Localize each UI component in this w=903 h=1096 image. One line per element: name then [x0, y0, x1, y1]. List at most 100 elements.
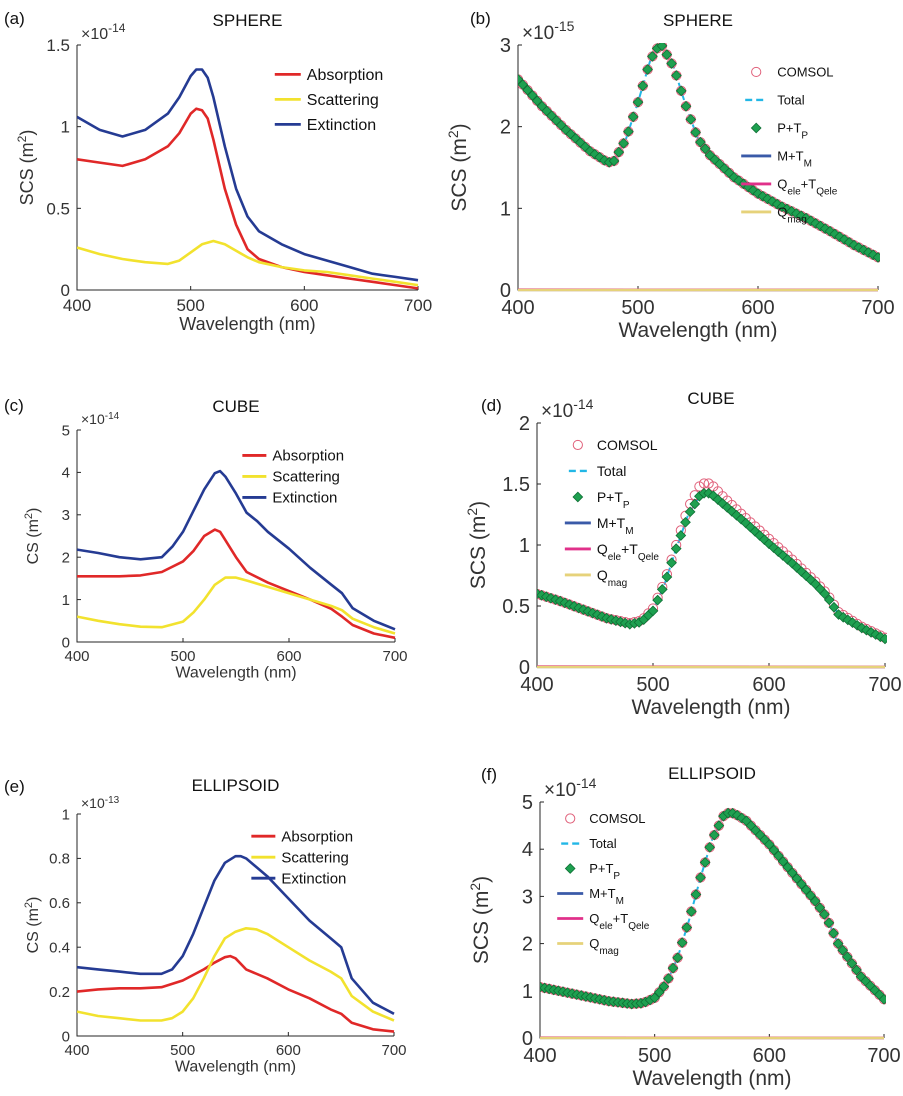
x-tick-label: 400 — [64, 648, 89, 665]
legend-swatch — [572, 491, 584, 503]
series-marker-p_tp — [879, 633, 887, 645]
series-marker-p_tp — [658, 981, 670, 992]
series-marker-p_tp — [823, 594, 835, 606]
panel-label: (e) — [4, 777, 25, 796]
y-tick-label: 0.6 — [49, 895, 70, 912]
series-marker-p_tp — [623, 126, 634, 137]
series-marker-p_tp — [834, 231, 845, 243]
series-marker-p_tp — [618, 137, 629, 149]
series-marker-p_tp — [666, 557, 677, 569]
series-line-absorption — [77, 528, 396, 640]
legend-item: P+TP — [564, 861, 620, 882]
legend-label: Scattering — [272, 469, 340, 486]
series-marker-p_tp — [846, 958, 858, 969]
legend-label: Absorption — [281, 828, 353, 845]
y-tick-label: 0.5 — [502, 596, 530, 618]
legend-label: Absorption — [307, 67, 384, 84]
series-line-extinction — [77, 469, 396, 631]
x-tick-label: 600 — [290, 296, 318, 315]
x-axis-label: Wavelength (nm) — [175, 664, 296, 681]
series-marker-p_tp — [518, 73, 524, 85]
axis-multiplier: ×10-13 — [81, 795, 120, 812]
legend-label: Extinction — [307, 117, 376, 134]
x-tick-label: 700 — [381, 1042, 406, 1059]
legend-item: P+TP — [572, 489, 630, 510]
series-marker-p_tp — [670, 543, 682, 555]
series-marker-p_tp — [777, 856, 789, 867]
axes — [536, 423, 885, 668]
legend-label: P+TP — [589, 861, 620, 882]
x-tick-label: 500 — [170, 648, 195, 665]
series-marker-p_tp — [680, 100, 692, 112]
series-marker-p_tp — [699, 143, 711, 155]
plot-area — [77, 854, 395, 1033]
series-marker-p_tp — [647, 605, 659, 617]
series-marker-p_tp — [685, 906, 697, 917]
legend-item: Qele+TQele — [564, 541, 660, 563]
series-marker-p_tp — [649, 992, 661, 1004]
y-axis-label: SCS (m2) — [464, 501, 490, 589]
y-tick-label: 1 — [61, 118, 70, 137]
axis-multiplier: ×10-14 — [541, 396, 594, 422]
series-marker-p_tp — [667, 962, 679, 974]
series-marker-p_tp — [637, 80, 649, 92]
series-marker-p_tp — [584, 145, 596, 157]
series-marker-p_tp — [782, 861, 794, 873]
series-marker-p_tp — [841, 951, 853, 963]
y-tick-label: 0.5 — [46, 199, 70, 218]
series-marker-p_tp — [763, 839, 775, 850]
legend-item: COMSOL — [751, 65, 834, 80]
series-marker-p_tp — [728, 171, 740, 183]
panel-b: (b) SPHERE 400 500 600 700 0 1 2 3 ×10-15 Wavelengt… — [445, 9, 895, 342]
legend-item: Extinction — [251, 870, 346, 887]
x-tick-label: 500 — [638, 1045, 671, 1067]
x-tick-label: 700 — [867, 1045, 900, 1067]
x-axis-label: Wavelength (nm) — [175, 1058, 296, 1075]
series-marker-p_tp — [680, 516, 691, 528]
plot-area — [77, 469, 396, 640]
series-marker-p_tp — [819, 588, 831, 600]
legend-swatch — [751, 66, 762, 78]
legend-item: M+TM — [564, 515, 634, 536]
series-marker-p_tp — [776, 201, 788, 213]
series-marker-p_tp — [721, 502, 733, 513]
series-marker-p_tp — [695, 136, 706, 148]
y-axis-label: SCS (m2) — [467, 876, 493, 964]
x-tick-label: 500 — [636, 674, 669, 696]
x-tick-label: 600 — [741, 297, 774, 319]
axes — [76, 814, 394, 1037]
legend: Absorption Scattering Extinction — [242, 448, 344, 507]
y-tick-label: 5 — [522, 792, 533, 814]
axes — [517, 45, 878, 291]
series-marker-p_tp — [613, 146, 625, 158]
legend-label: Qele+TQele — [597, 541, 660, 563]
series-marker-p_tp — [824, 225, 836, 237]
series-marker-p_tp — [708, 829, 720, 841]
series-marker-p_tp — [713, 820, 725, 831]
series-line-absorption — [77, 954, 395, 1033]
y-tick-label: 4 — [62, 465, 70, 482]
series-marker-p_tp — [652, 594, 664, 606]
series-line-scattering — [77, 576, 396, 635]
y-tick-label: 0.4 — [49, 939, 70, 956]
series-marker-p_tp — [768, 844, 780, 856]
x-tick-label: 600 — [752, 674, 785, 696]
y-tick-label: 3 — [62, 507, 70, 524]
x-axis-label: Wavelength (nm) — [631, 696, 790, 719]
axis-multiplier: ×10-14 — [81, 21, 126, 43]
series-line-scattering — [77, 927, 395, 1022]
series-marker-p_tp — [809, 895, 821, 907]
series-marker-p_tp — [685, 113, 697, 125]
series-marker-p_tp — [872, 251, 880, 263]
series-marker-p_tp — [531, 95, 543, 107]
chart-title: SPHERE — [663, 11, 733, 30]
series-marker-p_tp — [656, 584, 668, 595]
panel-d: (d) CUBE 400 500 600 700 0 0.5 1 1.5 2 ×10-14 Wavele… — [464, 389, 902, 719]
panel-label: (b) — [470, 9, 491, 28]
series-marker-p_tp — [689, 498, 701, 510]
y-tick-label: 1.5 — [502, 474, 530, 496]
series-marker-p_tp — [735, 513, 747, 525]
x-axis-label: Wavelength (nm) — [618, 319, 777, 342]
legend-label: COMSOL — [777, 65, 833, 80]
